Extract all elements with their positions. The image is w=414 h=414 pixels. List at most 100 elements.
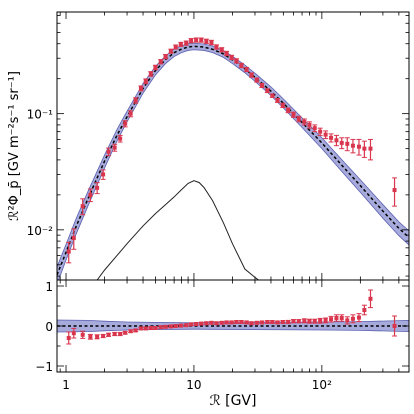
data-point <box>158 59 164 65</box>
point-marker <box>123 330 128 335</box>
data-points <box>66 37 398 264</box>
point-marker <box>296 319 301 324</box>
data-point <box>264 88 270 94</box>
data-point <box>280 102 286 108</box>
point-marker <box>318 318 323 323</box>
residual-point <box>356 313 362 323</box>
point-marker <box>224 320 229 325</box>
data-point <box>203 38 209 44</box>
point-marker <box>128 329 133 334</box>
point-marker <box>280 320 285 324</box>
point-marker <box>199 38 204 43</box>
point-marker <box>339 140 344 145</box>
point-marker <box>356 144 361 149</box>
point-marker <box>106 332 111 337</box>
residual-point <box>296 319 302 324</box>
data-point <box>296 115 302 123</box>
point-marker <box>286 320 291 324</box>
point-marker <box>189 38 194 43</box>
y-tick-label: 10⁻¹ <box>27 108 54 122</box>
point-marker <box>265 320 270 324</box>
data-point <box>259 82 265 88</box>
residual-point <box>66 331 72 345</box>
residual-point <box>87 333 93 340</box>
data-point <box>306 121 312 129</box>
residual-point <box>128 329 134 334</box>
point-marker <box>254 320 259 325</box>
main-y-ticks: 10⁻² 10⁻¹ <box>27 15 409 277</box>
residual-point <box>213 321 219 326</box>
point-marker <box>80 204 85 209</box>
point-marker <box>318 129 323 134</box>
data-point <box>87 188 93 203</box>
point-marker <box>184 323 189 328</box>
data-point <box>71 228 77 250</box>
residual-point <box>312 318 318 324</box>
data-point <box>301 118 307 126</box>
x-tick-label: 10 <box>186 378 201 392</box>
residual-point <box>280 320 286 324</box>
residual-point <box>173 324 179 328</box>
residual-point <box>158 325 164 330</box>
y-tick-label: −1 <box>35 360 53 374</box>
residual-point <box>198 321 204 326</box>
point-marker <box>204 321 209 326</box>
data-point <box>333 134 339 147</box>
residual-point <box>392 315 398 337</box>
residual-point <box>138 326 144 331</box>
data-point <box>269 93 275 98</box>
residual-point <box>117 331 123 337</box>
data-point <box>193 37 199 43</box>
residual-point <box>306 318 312 324</box>
point-marker <box>234 320 239 324</box>
point-marker <box>123 121 128 126</box>
data-point <box>249 72 255 78</box>
data-point <box>312 124 318 133</box>
model-uncertainty-band <box>57 42 409 280</box>
point-marker <box>345 318 350 323</box>
point-marker <box>270 320 275 324</box>
residual-point <box>163 324 169 329</box>
data-point <box>233 58 239 64</box>
point-marker <box>392 324 397 328</box>
residual-point <box>323 317 329 324</box>
residual-point <box>178 323 184 328</box>
point-marker <box>118 136 123 141</box>
residual-point <box>71 327 77 339</box>
data-point <box>208 39 214 46</box>
model-median-line <box>57 45 409 276</box>
point-marker <box>204 39 209 44</box>
point-marker <box>286 108 291 113</box>
point-marker <box>214 321 219 326</box>
point-marker <box>101 334 106 338</box>
residual-point <box>274 320 280 325</box>
point-marker <box>249 321 254 326</box>
data-point <box>323 130 329 140</box>
residual-point <box>264 320 270 324</box>
point-marker <box>178 323 183 328</box>
data-point <box>328 133 334 143</box>
point-marker <box>265 88 270 93</box>
point-marker <box>362 308 367 312</box>
residual-point <box>290 319 296 324</box>
point-marker <box>148 71 153 76</box>
point-marker <box>133 98 138 103</box>
point-marker <box>71 331 76 336</box>
residual-x-ticks: 1 10 10² <box>59 280 400 392</box>
data-point <box>66 241 72 264</box>
data-point <box>178 41 184 47</box>
point-marker <box>189 322 194 327</box>
data-point <box>143 78 149 85</box>
y-tick-label: 1 <box>45 280 53 294</box>
data-point <box>285 107 291 114</box>
data-point <box>229 54 235 61</box>
point-marker <box>312 126 317 131</box>
residual-point <box>133 328 139 333</box>
point-marker <box>259 83 264 88</box>
main-x-ticks <box>59 12 400 280</box>
data-point <box>290 111 296 118</box>
residual-point <box>112 331 118 337</box>
point-marker <box>339 316 344 320</box>
data-point <box>122 120 128 128</box>
